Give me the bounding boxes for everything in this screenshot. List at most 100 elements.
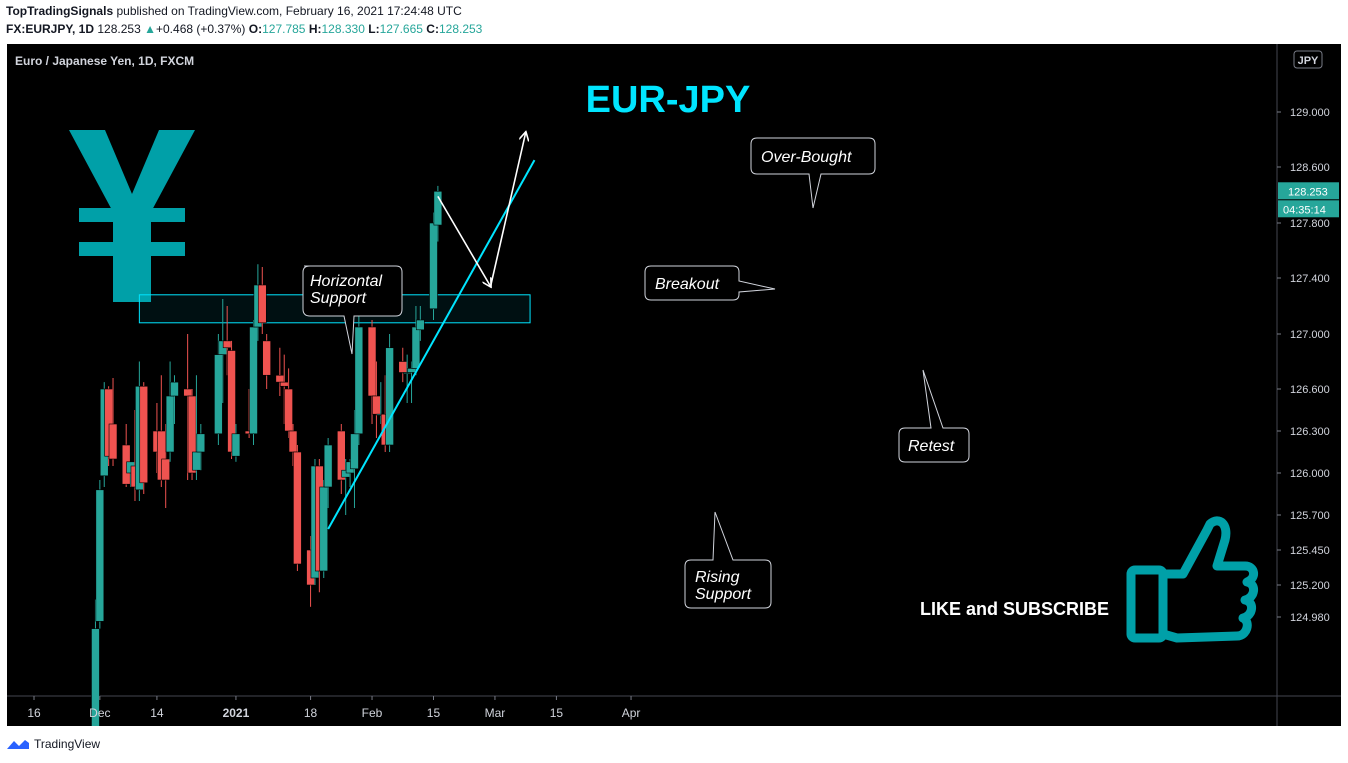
candle	[288, 424, 298, 466]
publication-info: TopTradingSignals published on TradingVi…	[6, 4, 462, 18]
candle	[416, 306, 425, 341]
candle-body	[139, 385, 149, 484]
rising-support-line	[327, 159, 536, 530]
time-tick-label: 15	[427, 706, 441, 720]
candle-body	[222, 340, 232, 349]
candle	[262, 334, 271, 389]
candle-body	[91, 628, 100, 726]
candle	[121, 424, 131, 487]
time-axis[interactable]: 16 Dec 14 2021 18 Feb 15 Mar 15 Apr	[27, 696, 640, 720]
callout-breakout-text: Breakout	[655, 276, 720, 293]
candle	[323, 438, 333, 508]
time-tick-label: 16	[27, 706, 41, 720]
candle-body	[192, 451, 201, 471]
time-tick-label: 15	[550, 706, 564, 720]
countdown-label: 04:35:14	[1278, 200, 1339, 218]
trendline-layer	[327, 133, 536, 530]
footer-branding[interactable]: TradingView	[6, 737, 100, 751]
candle	[91, 599, 100, 726]
instrument-label: Euro / Japanese Yen, 1D, FXCM	[15, 54, 194, 68]
callout-rising-support-line1: Rising	[695, 569, 740, 586]
price-tick-label: 124.980	[1290, 612, 1330, 624]
candle-body	[385, 347, 394, 446]
callout-over-bought[interactable]: Over-Bought	[750, 137, 876, 209]
callout-rising-support-line2: Support	[695, 586, 752, 603]
author-name[interactable]: TopTradingSignals	[6, 4, 114, 18]
candle-body	[350, 433, 359, 470]
candle-body	[227, 350, 236, 453]
time-tick-label: 18	[304, 706, 318, 720]
candle	[433, 185, 443, 242]
last-price-text: 128.253	[1288, 186, 1328, 198]
close-value: 128.253	[438, 22, 483, 36]
candle-layer	[91, 185, 443, 726]
thumbs-up-icon	[1126, 516, 1258, 643]
yen-icon	[69, 130, 195, 302]
last-price: 128.253	[97, 22, 141, 36]
price-tick-label: 127.000	[1290, 329, 1330, 341]
low-value: 127.665	[379, 22, 423, 36]
time-tick-label: Mar	[485, 706, 506, 720]
candle-body	[288, 430, 298, 453]
callout-over-bought-text: Over-Bought	[761, 149, 852, 166]
price-tick-label: 126.600	[1290, 384, 1330, 396]
up-triangle-icon: ▲	[144, 22, 156, 36]
candle-body	[214, 354, 223, 435]
time-tick-label: 14	[150, 706, 164, 720]
price-tick-label: 126.300	[1290, 426, 1330, 438]
callout-horizontal-support-line2: Support	[310, 290, 367, 307]
candle	[231, 424, 241, 462]
callout-rising-support[interactable]: Rising Support	[684, 511, 772, 609]
candle-body	[262, 340, 271, 376]
candle-body	[319, 486, 329, 572]
projection-arrow	[437, 195, 491, 286]
price-tick-label: 127.400	[1290, 273, 1330, 285]
candle-body	[416, 319, 425, 331]
change-value: +0.468 (+0.37%)	[156, 22, 246, 36]
price-axis[interactable]: JPY 129.000 128.600 127.800 127.400 127.000 12…	[1277, 50, 1339, 624]
candle	[161, 424, 170, 508]
candle-body	[372, 395, 381, 415]
price-tick-label: 127.800	[1290, 218, 1330, 230]
candle	[249, 320, 258, 445]
time-tick-label: Apr	[622, 706, 641, 720]
projection-arrow	[489, 133, 526, 287]
callout-breakout[interactable]: Breakout	[644, 265, 776, 301]
price-tick-label: 125.200	[1290, 580, 1330, 592]
candle	[257, 267, 267, 334]
candle	[139, 382, 149, 494]
candle-body	[231, 433, 241, 457]
currency-badge[interactable]: JPY	[1293, 50, 1323, 69]
candle	[411, 306, 421, 376]
candle-body	[367, 326, 377, 397]
candle-body	[336, 430, 346, 481]
tradingview-logo-icon	[7, 740, 29, 749]
candle	[385, 334, 394, 452]
candle-body	[95, 489, 105, 622]
candle-body	[275, 374, 285, 383]
time-tick-label: 2021	[223, 706, 250, 720]
chart-canvas[interactable]: Euro / Japanese Yen, 1D, FXCM EUR-JPY LI…	[7, 44, 1341, 726]
candle-body	[429, 222, 438, 310]
countdown-text: 04:35:14	[1283, 204, 1326, 216]
candle	[398, 347, 408, 383]
high-value: 128.330	[321, 22, 365, 36]
candle	[336, 424, 346, 494]
candle-body	[165, 395, 175, 453]
candle	[95, 480, 105, 629]
candle	[196, 424, 206, 471]
price-tick-label: 125.450	[1290, 545, 1330, 557]
candle	[429, 212, 438, 320]
candle-body	[411, 326, 421, 369]
candle	[350, 410, 359, 508]
candle-body	[108, 423, 118, 460]
open-label: O:	[248, 22, 263, 36]
candle-body	[257, 284, 267, 324]
candle-body	[398, 361, 408, 373]
time-tick-label: Feb	[362, 706, 383, 720]
price-tick-label: 125.700	[1290, 510, 1330, 522]
chart-panel[interactable]: Euro / Japanese Yen, 1D, FXCM EUR-JPY LI…	[7, 44, 1341, 726]
callout-retest[interactable]: Retest	[898, 369, 970, 463]
callout-horizontal-support[interactable]: Horizontal Support	[302, 265, 403, 355]
low-label: L:	[368, 22, 380, 36]
